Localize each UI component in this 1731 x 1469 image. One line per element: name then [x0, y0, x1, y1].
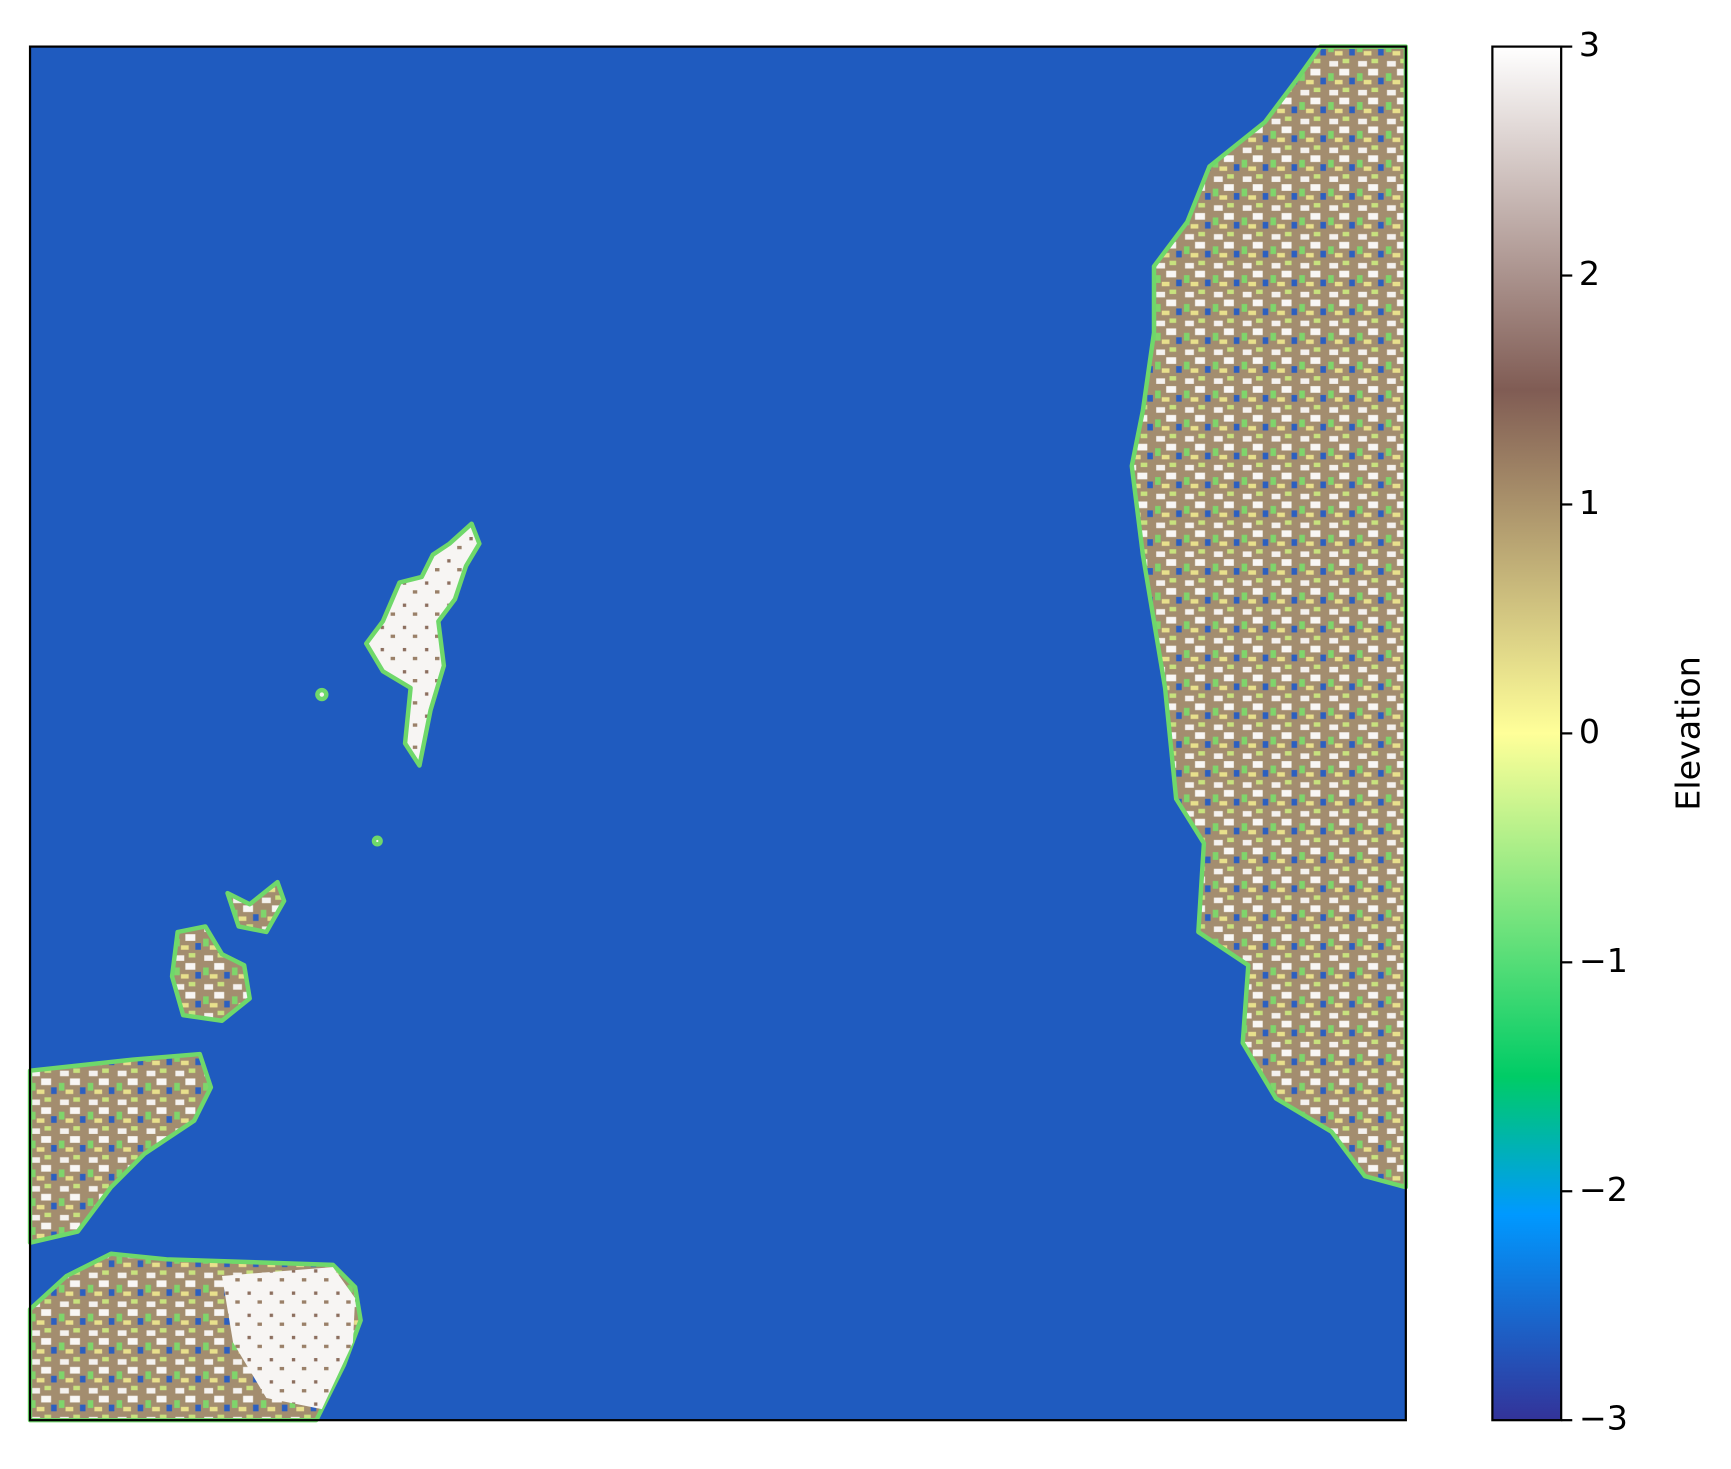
colorbar-gradient	[1491, 45, 1563, 1422]
colorbar: Elevation −3 −2 −1 0 1 2 3	[1491, 25, 1707, 1438]
norway	[1129, 44, 1409, 1190]
map-frame	[28, 45, 1407, 1422]
map	[27, 44, 1409, 1423]
colorbar-tick-label: −3	[1579, 1399, 1628, 1438]
highland	[221, 1267, 356, 1410]
colorbar-tick-label: 2	[1579, 254, 1600, 293]
colorbar-label: Elevation	[1668, 656, 1707, 811]
colorbar-tick-label: 0	[1579, 712, 1600, 751]
shetland	[363, 521, 482, 768]
islet	[371, 835, 383, 847]
colorbar-tick-label: 3	[1579, 25, 1600, 64]
colorbar-tick-label: −2	[1579, 1170, 1628, 1209]
scotland-north	[27, 1051, 214, 1245]
islet	[315, 687, 329, 702]
orkney-isle	[225, 879, 287, 935]
colorbar-tick-label: 1	[1579, 483, 1600, 522]
orkney	[169, 924, 252, 1023]
colorbar-tick-label: −1	[1579, 941, 1628, 980]
